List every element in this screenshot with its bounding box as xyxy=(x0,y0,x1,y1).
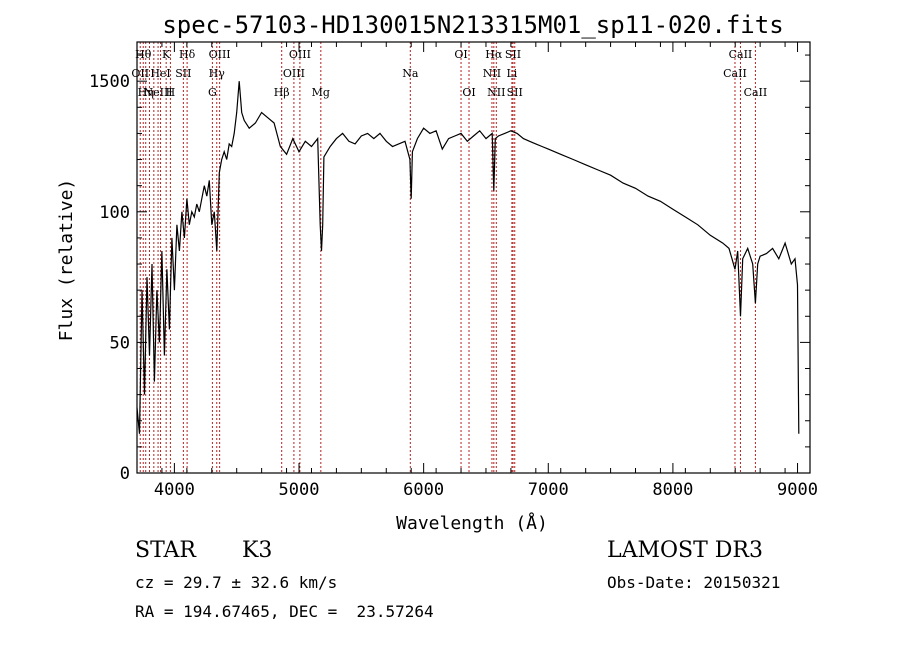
line-label-20: OI xyxy=(462,86,475,99)
line-label-29: CaII xyxy=(744,86,768,99)
line-label-5: NeIII xyxy=(143,86,172,99)
x-axis: 4000 5000 6000 7000 8000 9000 xyxy=(136,42,818,500)
coordinates-readout: RA = 194.67465, DEC = 23.57264 xyxy=(135,602,434,621)
y-axis: 0 50 100 1500 xyxy=(89,54,810,484)
chart-title: spec-57103-HD130015N213315M01_sp11-020.f… xyxy=(162,11,783,39)
y-axis-label: Flux (relative) xyxy=(56,179,77,342)
line-label-11: G xyxy=(208,86,217,99)
x-tick-label-1: 5000 xyxy=(279,480,320,500)
line-label-8: H xyxy=(166,86,176,99)
x-tick-label-2: 6000 xyxy=(403,480,444,500)
redshift-readout: cz = 29.7 ± 32.6 km/s xyxy=(135,573,338,592)
object-class: STAR xyxy=(135,538,196,563)
x-tick-label-0: 4000 xyxy=(154,480,195,500)
x-tick-label-3: 7000 xyxy=(528,480,569,500)
plot-frame xyxy=(136,41,811,474)
line-label-6: HeI xyxy=(150,67,170,80)
line-label-27: CaII xyxy=(723,67,747,80)
line-label-14: Hβ xyxy=(274,86,290,99)
spectral-line-markers xyxy=(139,42,756,473)
line-label-10: Hδ xyxy=(179,48,196,61)
line-label-13: OIII xyxy=(209,48,231,61)
line-label-18: Na xyxy=(402,67,419,80)
line-label-17: Mg xyxy=(312,86,330,99)
observation-date: Obs-Date: 20150321 xyxy=(607,573,781,592)
y-tick-label-0: 0 xyxy=(120,464,130,484)
line-label-23: NII xyxy=(487,86,505,99)
line-label-12: Hγ xyxy=(209,67,226,80)
x-axis-label: Wavelength (Å) xyxy=(396,512,548,534)
x-tick-label-5: 9000 xyxy=(777,480,818,500)
line-label-7: K xyxy=(162,48,171,61)
y-tick-label-1: 50 xyxy=(110,333,130,353)
line-label-22: Hα xyxy=(485,48,503,61)
line-label-25: SII xyxy=(505,48,521,61)
line-label-21: NII xyxy=(483,67,501,80)
object-subclass: K3 xyxy=(242,538,273,563)
line-label-15: OIII xyxy=(283,67,305,80)
line-label-28: CaII xyxy=(729,48,753,61)
line-label-1: Hθ xyxy=(135,48,152,61)
line-label-2: Hη xyxy=(138,86,154,99)
line-label-26: SII xyxy=(507,86,523,99)
line-label-9: SII xyxy=(175,67,191,80)
spectrum-line xyxy=(136,81,800,434)
survey-name: LAMOST DR3 xyxy=(607,538,763,563)
line-label-19: OI xyxy=(454,48,467,61)
x-tick-label-4: 8000 xyxy=(652,480,693,500)
y-tick-label-3: 1500 xyxy=(89,72,130,92)
y-tick-label-2: 100 xyxy=(99,203,130,223)
line-label-0: OII xyxy=(131,67,149,80)
line-label-24: Li xyxy=(506,67,517,80)
line-label-16: OIII xyxy=(289,48,311,61)
